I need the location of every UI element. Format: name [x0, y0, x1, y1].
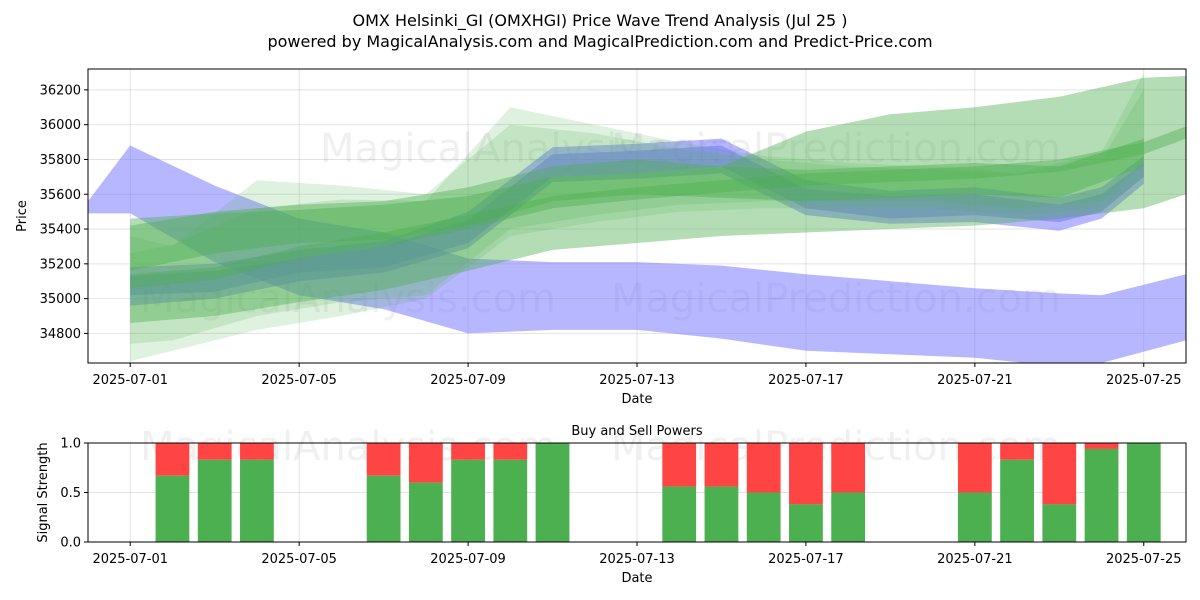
sell-power-bar: [451, 443, 485, 460]
price-y-tick-label: 35200: [40, 257, 81, 272]
price-band-blue-2: [130, 145, 1144, 306]
signal-x-tick-label: 2025-07-21: [937, 552, 1013, 567]
price-x-tick-label: 2025-07-21: [937, 373, 1013, 388]
price-x-tick-label: 2025-07-13: [599, 373, 675, 388]
signal-x-tick-label: 2025-07-17: [768, 552, 844, 567]
sell-power-bar: [240, 443, 274, 460]
chart-title-line1: OMX Helsinki_GI (OMXHGI) Price Wave Tren…: [353, 11, 848, 31]
price-band-green-6: [130, 72, 1144, 344]
buy-power-bar: [366, 475, 401, 542]
price-y-tick-label: 36200: [40, 83, 81, 98]
buy-power-bar: [1126, 443, 1161, 542]
chart-title-line2: powered by MagicalAnalysis.com and Magic…: [267, 32, 932, 51]
buy-power-bar: [408, 482, 443, 542]
sell-power-bar: [704, 443, 739, 487]
price-x-tick-label: 2025-07-25: [1106, 373, 1182, 388]
price-bands: [88, 72, 1186, 363]
sell-power-bar: [831, 443, 866, 493]
sell-power-bar: [1084, 443, 1119, 449]
price-band-green-5: [130, 138, 1144, 271]
signal-y-tick-label: 0.5: [60, 486, 81, 501]
price-plot: 34800 35000 35200 35400 35600 35800 36000 36200…: [15, 68, 1187, 407]
signal-x-tick-label: 2025-07-09: [430, 552, 506, 567]
price-y-tick-label: 35800: [40, 153, 81, 168]
price-y-tick-label: 35000: [40, 292, 81, 307]
price-band-green-3: [130, 76, 1186, 323]
sell-power-bar: [746, 443, 781, 493]
sell-power-bar: [408, 443, 443, 483]
buy-power-bar: [704, 486, 739, 542]
buy-power-bar: [1084, 448, 1119, 542]
signal-x-axis-title: Date: [621, 571, 652, 586]
signal-y-tick-label: 1.0: [60, 437, 81, 452]
buy-power-bar: [197, 459, 232, 542]
sell-power-bar: [366, 443, 401, 476]
price-x-tick-label: 2025-07-05: [261, 373, 337, 388]
price-y-axis-title: Price: [15, 200, 30, 232]
sell-power-bar: [957, 443, 992, 493]
price-x-axis-title: Date: [621, 392, 652, 407]
sell-power-bar: [789, 443, 823, 505]
sell-power-bar: [493, 443, 528, 460]
signal-chart-title: Buy and Sell Powers: [571, 424, 702, 439]
signal-x-tick-label: 2025-07-13: [599, 552, 675, 567]
signal-y-tick-label: 0.0: [60, 536, 81, 551]
buy-power-bar: [535, 443, 570, 542]
price-y-tick-label: 35400: [40, 223, 81, 238]
buy-power-bar: [155, 475, 190, 542]
signal-y-axis-title: Signal Strength: [36, 442, 51, 542]
buy-power-bar: [1042, 504, 1077, 542]
sell-power-bar: [1000, 443, 1034, 460]
buy-power-bar: [746, 492, 781, 542]
price-x-tick-label: 2025-07-01: [92, 373, 168, 388]
buy-power-bar: [493, 459, 528, 542]
buy-power-bar: [1000, 459, 1034, 542]
signal-plot: 0.0 0.5 1.0 2025-07-01 2025-07-05 2025-07-09 2…: [36, 424, 1187, 586]
sell-power-bar: [197, 443, 232, 460]
price-x-tick-label: 2025-07-17: [768, 373, 844, 388]
price-band-blue-0: [88, 145, 1186, 363]
price-x-tick-label: 2025-07-09: [430, 373, 506, 388]
buy-power-bar: [240, 459, 274, 542]
buy-power-bar: [451, 459, 485, 542]
signal-x-tick-label: 2025-07-25: [1106, 552, 1182, 567]
signal-plot-frame: [87, 442, 1187, 543]
buy-power-bar: [662, 486, 697, 542]
price-band-green-4: [130, 126, 1186, 289]
signal-x-tick-label: 2025-07-05: [261, 552, 337, 567]
sell-power-bar: [662, 443, 697, 487]
sell-power-bar: [155, 443, 190, 476]
price-y-tick-label: 36000: [40, 118, 81, 133]
price-y-tick-label: 34800: [40, 327, 81, 342]
signal-x-tick-label: 2025-07-01: [92, 552, 168, 567]
sell-power-bar: [1042, 443, 1077, 505]
buy-power-bar: [831, 492, 866, 542]
price-band-green-7: [130, 89, 1144, 362]
price-y-tick-label: 35600: [40, 188, 81, 203]
price-plot-frame: [87, 68, 1187, 364]
buy-power-bar: [957, 492, 992, 542]
buy-power-bar: [789, 504, 823, 542]
